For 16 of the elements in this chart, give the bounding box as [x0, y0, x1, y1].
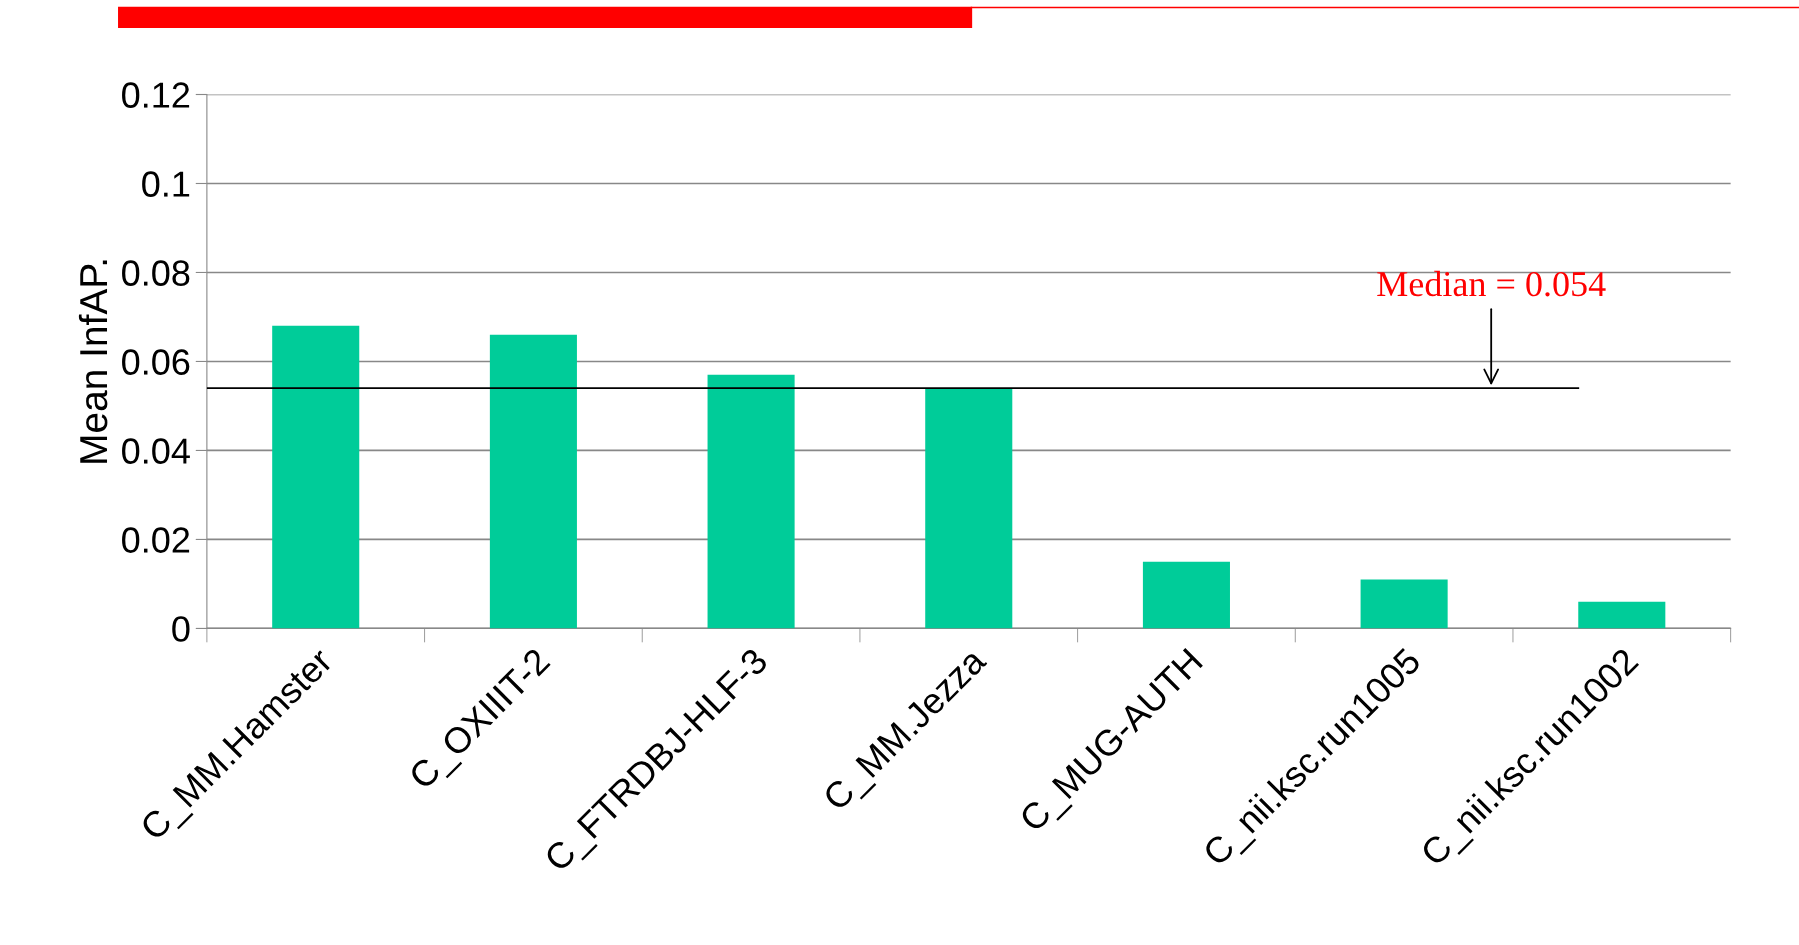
bar — [925, 388, 1013, 629]
y-tick-label: 0.08 — [122, 260, 190, 286]
bar — [1142, 561, 1230, 629]
y-tick-label: 0.02 — [122, 527, 190, 553]
y-tick-label: 0.06 — [122, 349, 190, 375]
y-tick-label: 0 — [172, 616, 190, 642]
bar — [489, 334, 577, 629]
y-tick-label: 0.04 — [122, 438, 190, 464]
y-tick-label: 0.1 — [142, 171, 190, 197]
bar — [1360, 579, 1448, 629]
bar — [707, 374, 795, 629]
y-tick-label: 0.12 — [122, 82, 190, 108]
bar — [1578, 601, 1666, 629]
bar — [272, 325, 360, 629]
y-axis-title: Mean InfAP. — [78, 260, 108, 463]
ref-line-label: Median = 0.054 — [1377, 270, 1606, 297]
